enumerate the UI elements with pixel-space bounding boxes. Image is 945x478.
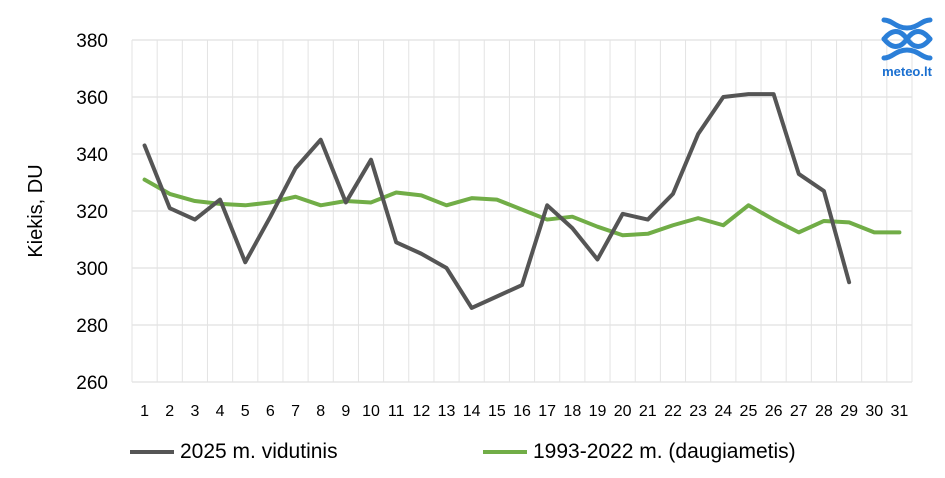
- x-tick-label: 11: [388, 403, 405, 420]
- x-tick-label: 24: [714, 403, 732, 420]
- x-tick-label: 27: [790, 403, 808, 420]
- x-tick-label: 28: [815, 403, 833, 420]
- x-tick-label: 16: [513, 403, 531, 420]
- x-tick-label: 12: [412, 403, 430, 420]
- x-tick-label: 20: [614, 403, 632, 420]
- series-lines: [142, 92, 902, 310]
- x-tick-label: 7: [291, 403, 300, 420]
- x-tick-label: 31: [891, 403, 909, 420]
- x-tick-label: 17: [538, 403, 556, 420]
- series-line-longterm: [142, 177, 902, 238]
- x-tick-label: 21: [639, 403, 657, 420]
- x-axis-ticks: 1 2 3 4 5 6 7 8 9 10 11 12 13 14 15 16 17 18 19 20 21 22 23 24 2…: [140, 403, 908, 420]
- series-line-2025: [142, 92, 852, 310]
- x-tick-label: 25: [740, 403, 758, 420]
- x-tick-label: 18: [563, 403, 581, 420]
- y-tick-label: 320: [76, 202, 108, 223]
- legend-swatch-2025: [130, 450, 174, 454]
- x-tick-label: 13: [438, 403, 456, 420]
- x-tick-label: 30: [865, 403, 883, 420]
- meteo-wave-icon: [881, 17, 933, 61]
- x-tick-label: 4: [216, 403, 225, 420]
- grid: [131, 39, 913, 383]
- y-tick-label: 360: [76, 88, 108, 109]
- y-axis-label: Kiekis, DU: [25, 164, 47, 257]
- x-tick-label: 26: [765, 403, 783, 420]
- x-tick-label: 9: [341, 403, 350, 420]
- x-tick-label: 1: [140, 403, 149, 420]
- y-tick-label: 380: [76, 31, 108, 52]
- y-tick-label: 260: [76, 373, 108, 394]
- meteo-logo-text: meteo.lt: [882, 64, 932, 79]
- legend-swatch-longterm: [483, 450, 527, 454]
- x-tick-label: 2: [165, 403, 174, 420]
- y-axis-ticks: 260 280 300 320 340 360 380: [76, 31, 108, 394]
- x-tick-label: 10: [362, 403, 380, 420]
- x-tick-label: 22: [664, 403, 682, 420]
- legend: 2025 m. vidutinis 1993-2022 m. (daugiame…: [0, 440, 945, 474]
- meteo-logo: meteo.lt: [876, 14, 938, 84]
- x-tick-label: 8: [316, 403, 325, 420]
- legend-label-longterm: 1993-2022 m. (daugiametis): [533, 440, 796, 463]
- x-tick-label: 29: [840, 403, 858, 420]
- x-tick-label: 15: [488, 403, 506, 420]
- x-tick-label: 5: [241, 403, 250, 420]
- x-tick-label: 23: [689, 403, 707, 420]
- x-tick-label: 14: [463, 403, 481, 420]
- x-tick-label: 3: [190, 403, 199, 420]
- legend-label-2025: 2025 m. vidutinis: [180, 440, 338, 463]
- y-tick-label: 340: [76, 145, 108, 166]
- x-tick-label: 6: [266, 403, 275, 420]
- x-tick-label: 19: [589, 403, 607, 420]
- legend-item-longterm: 1993-2022 m. (daugiametis): [483, 440, 796, 464]
- legend-item-2025: 2025 m. vidutinis: [130, 440, 338, 464]
- y-tick-label: 280: [76, 316, 108, 337]
- y-tick-label: 300: [76, 259, 108, 280]
